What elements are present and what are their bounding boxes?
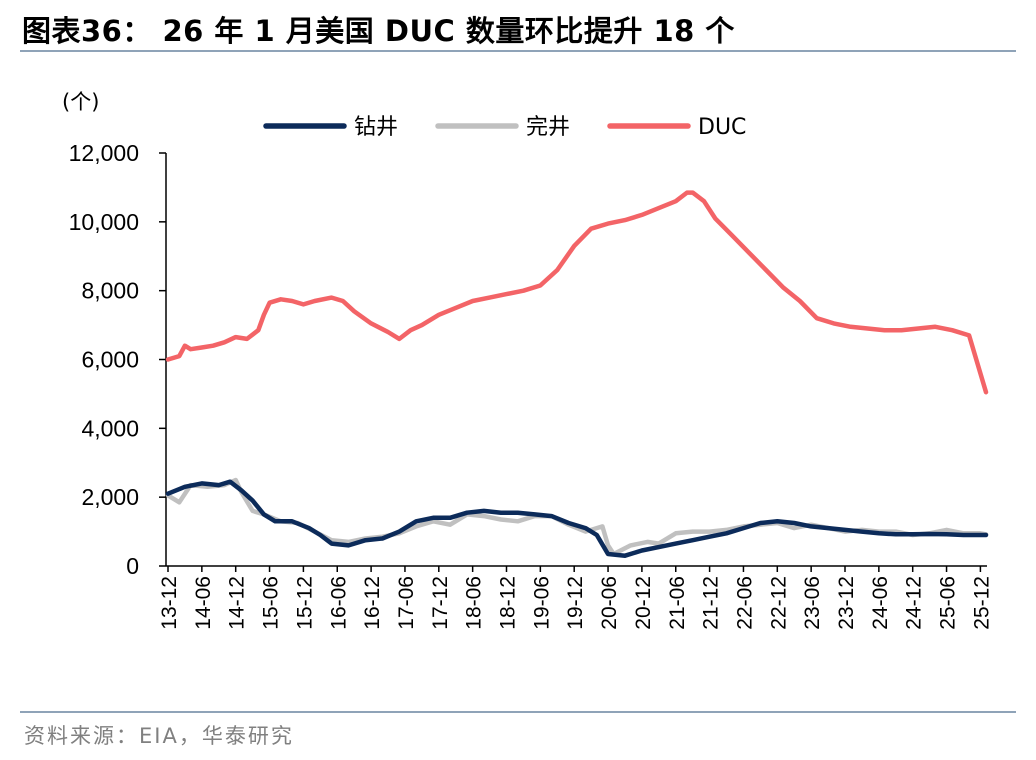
x-tick-label: 21-06 <box>666 576 689 630</box>
x-tick-label: 15-06 <box>260 576 283 630</box>
x-tick-label: 22-12 <box>767 576 790 630</box>
x-tick-label: 19-06 <box>530 576 553 630</box>
x-tick-label: 15-12 <box>293 576 316 630</box>
x-tick-label: 24-12 <box>903 576 926 630</box>
y-tick-label: 6,000 <box>81 347 139 373</box>
x-tick-label: 23-12 <box>835 576 858 630</box>
series-line-duc <box>165 190 989 395</box>
x-tick-label: 18-06 <box>463 576 486 630</box>
x-tick-label: 20-06 <box>598 576 621 630</box>
x-tick-label: 24-06 <box>869 576 892 630</box>
series-layer <box>165 190 989 558</box>
x-tick-label: 16-12 <box>361 576 384 630</box>
x-tick-label: 14-12 <box>226 576 249 630</box>
y-tick-label: 12,000 <box>69 140 139 166</box>
source-note: 资料来源：EIA，华泰研究 <box>24 724 294 748</box>
series-line-completed <box>165 477 989 557</box>
chart-title: 图表36： 26 年 1 月美国 DUC 数量环比提升 18 个 <box>22 14 735 48</box>
y-tick-label: 2,000 <box>81 484 139 510</box>
series-line-drilled <box>165 479 989 558</box>
x-tick-label: 13-12 <box>158 576 181 630</box>
y-tick-label: 8,000 <box>81 278 139 304</box>
x-tick-label: 18-12 <box>497 576 520 630</box>
legend-label-duc: DUC <box>698 115 746 140</box>
x-tick-label: 22-06 <box>733 576 756 630</box>
line-chart: (个) 钻井 完井 DUC 0 2,000 4,000 6,000 8,000 10,000 1… <box>62 90 993 630</box>
legend: 钻井 完井 DUC <box>263 115 746 140</box>
y-tick-label: 10,000 <box>69 209 139 235</box>
x-tick-label: 17-12 <box>429 576 452 630</box>
x-tick-label: 25-06 <box>937 576 960 630</box>
x-tick-label: 23-06 <box>801 576 824 630</box>
x-tick-label: 21-12 <box>700 576 723 630</box>
x-axis: 13-12 14-06 14-12 15-06 15-12 16-06 16-12 17-06… <box>158 565 993 630</box>
footer-divider <box>20 711 1016 713</box>
y-tick-label: 4,000 <box>81 415 139 441</box>
x-tick-label: 20-12 <box>632 576 655 630</box>
x-tick-label: 14-06 <box>192 576 215 630</box>
y-axis-unit-label: (个) <box>62 90 99 114</box>
x-tick-label: 19-12 <box>564 576 587 630</box>
x-tick-label: 25-12 <box>970 576 993 630</box>
y-tick-label: 0 <box>126 553 139 579</box>
legend-label-drilled: 钻井 <box>354 115 398 140</box>
x-tick-label: 16-06 <box>327 576 350 630</box>
title-divider <box>20 50 1016 52</box>
legend-label-completed: 完井 <box>526 115 570 140</box>
y-axis: 0 2,000 4,000 6,000 8,000 10,000 12,000 <box>69 140 167 579</box>
x-tick-label: 17-06 <box>395 576 418 630</box>
